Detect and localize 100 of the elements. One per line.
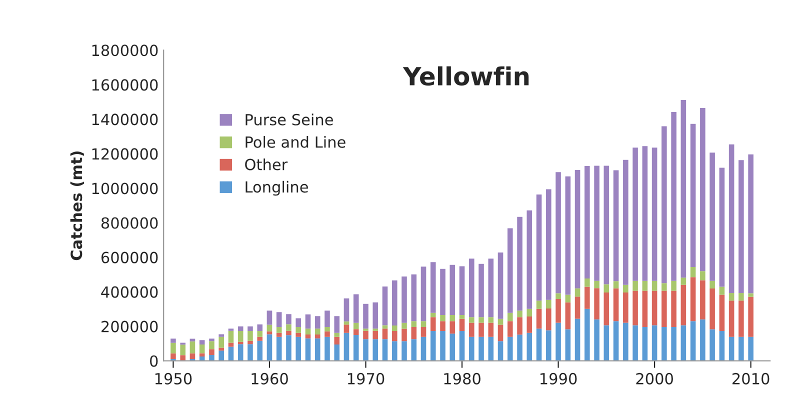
bar <box>719 294 725 331</box>
bar <box>228 346 234 361</box>
x-tick-label: 2010 <box>732 372 770 384</box>
bar <box>498 318 504 325</box>
bar <box>478 264 484 318</box>
bar <box>671 327 676 361</box>
bar <box>728 300 734 337</box>
bar <box>276 327 282 333</box>
y-tick-label: 1400000 <box>92 114 158 126</box>
bar <box>392 341 398 361</box>
bar <box>170 342 176 354</box>
bar <box>363 330 368 340</box>
bar <box>498 324 504 342</box>
bar <box>450 321 456 334</box>
bar <box>546 308 552 330</box>
bar <box>604 284 610 292</box>
bar <box>536 328 542 361</box>
bar <box>680 325 686 361</box>
bar <box>209 338 214 342</box>
bar <box>459 330 465 361</box>
bar <box>536 308 542 329</box>
bar <box>420 266 426 322</box>
bar <box>526 210 532 309</box>
bar <box>671 112 676 281</box>
bar <box>546 189 552 300</box>
bar <box>652 325 658 361</box>
bar <box>680 278 686 285</box>
bar <box>632 148 638 281</box>
bar <box>584 286 590 309</box>
bar <box>556 172 561 294</box>
bar <box>296 332 302 337</box>
bar <box>305 338 311 361</box>
bar <box>190 341 196 354</box>
bar <box>642 290 648 328</box>
bar <box>209 354 214 361</box>
bar <box>430 330 436 361</box>
bar <box>478 317 484 323</box>
bar <box>257 336 263 341</box>
bar <box>652 290 658 326</box>
bar <box>324 336 330 361</box>
bar <box>430 262 436 313</box>
bar <box>286 314 292 324</box>
bar <box>613 288 619 322</box>
bar <box>468 322 474 337</box>
bar <box>248 326 253 331</box>
bar <box>430 317 436 331</box>
bar <box>334 344 340 361</box>
bar <box>623 322 628 361</box>
bar <box>190 353 196 359</box>
bar <box>594 166 600 281</box>
bar <box>228 342 234 347</box>
bar <box>180 344 186 356</box>
bar <box>266 324 272 332</box>
bar <box>276 332 282 337</box>
y-tick-label: 1800000 <box>92 44 158 56</box>
bar <box>623 284 628 292</box>
bar <box>508 336 513 361</box>
bar <box>565 302 571 330</box>
bar <box>450 334 456 361</box>
bar <box>526 316 532 333</box>
bar <box>228 330 234 343</box>
bar <box>748 336 754 361</box>
bar <box>508 228 513 313</box>
bar <box>556 299 561 323</box>
bar <box>700 319 706 361</box>
bar <box>344 324 350 333</box>
bar <box>536 300 542 309</box>
bar <box>420 327 426 337</box>
bar <box>344 298 350 322</box>
legend-label: Longline <box>246 180 308 196</box>
bar <box>266 310 272 325</box>
bar <box>488 336 494 361</box>
bar <box>372 330 378 340</box>
bar <box>450 314 456 322</box>
bar <box>565 294 571 302</box>
bar <box>498 252 504 319</box>
bar <box>440 330 446 361</box>
bar <box>565 176 571 295</box>
bar <box>440 314 446 322</box>
bar <box>382 339 388 361</box>
bar <box>738 293 744 301</box>
bar <box>546 300 552 309</box>
bar <box>728 144 734 294</box>
bar <box>517 310 522 318</box>
bar <box>402 322 407 329</box>
bar <box>286 330 292 336</box>
bar <box>363 339 368 361</box>
bar <box>209 349 214 355</box>
bar <box>517 216 522 311</box>
bar <box>276 336 282 361</box>
bar <box>680 284 686 326</box>
bar <box>450 264 456 315</box>
bar <box>652 280 658 291</box>
bar <box>642 280 648 291</box>
bar <box>613 170 619 282</box>
bar <box>180 355 186 360</box>
bar <box>314 334 320 338</box>
x-tick-label: 1960 <box>252 372 288 384</box>
bar <box>662 283 667 291</box>
bar <box>392 280 398 326</box>
